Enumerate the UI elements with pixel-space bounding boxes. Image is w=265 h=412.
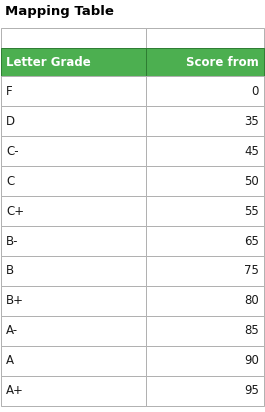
Text: B-: B- — [6, 234, 19, 248]
Bar — [146, 28, 264, 48]
Bar — [146, 136, 264, 166]
Bar — [146, 48, 264, 76]
Text: 0: 0 — [252, 84, 259, 98]
Text: 45: 45 — [244, 145, 259, 157]
Text: 80: 80 — [244, 295, 259, 307]
Text: 85: 85 — [244, 325, 259, 337]
Bar — [146, 286, 264, 316]
Bar — [146, 226, 264, 256]
Bar — [146, 316, 264, 346]
Bar — [1, 166, 146, 196]
Text: B: B — [6, 265, 14, 278]
Bar — [146, 376, 264, 406]
Text: Mapping Table: Mapping Table — [5, 5, 114, 18]
Text: F: F — [6, 84, 13, 98]
Text: 50: 50 — [244, 175, 259, 187]
Bar — [146, 76, 264, 106]
Bar — [1, 376, 146, 406]
Text: 65: 65 — [244, 234, 259, 248]
Text: B+: B+ — [6, 295, 24, 307]
Text: C+: C+ — [6, 204, 24, 218]
Bar — [146, 196, 264, 226]
Text: 35: 35 — [244, 115, 259, 127]
Bar — [146, 346, 264, 376]
Text: A-: A- — [6, 325, 18, 337]
Bar — [1, 196, 146, 226]
Text: A: A — [6, 354, 14, 368]
Text: A+: A+ — [6, 384, 24, 398]
Bar — [1, 256, 146, 286]
Bar — [146, 166, 264, 196]
Text: D: D — [6, 115, 15, 127]
Bar — [1, 28, 146, 48]
Bar — [1, 48, 146, 76]
Bar — [1, 226, 146, 256]
Bar — [1, 316, 146, 346]
Text: 95: 95 — [244, 384, 259, 398]
Text: 75: 75 — [244, 265, 259, 278]
Text: Letter Grade: Letter Grade — [6, 56, 91, 68]
Bar — [1, 106, 146, 136]
Text: C-: C- — [6, 145, 19, 157]
Text: 90: 90 — [244, 354, 259, 368]
Bar — [146, 106, 264, 136]
Bar — [1, 286, 146, 316]
Bar — [1, 136, 146, 166]
Text: 55: 55 — [244, 204, 259, 218]
Bar — [146, 256, 264, 286]
Text: C: C — [6, 175, 14, 187]
Bar — [1, 76, 146, 106]
Text: Score from: Score from — [186, 56, 259, 68]
Bar — [1, 346, 146, 376]
